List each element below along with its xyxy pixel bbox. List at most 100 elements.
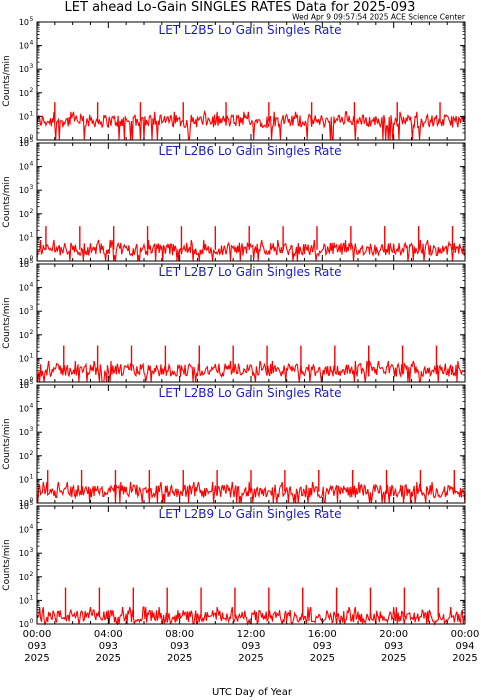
x-tick-year: 2025 — [452, 653, 477, 664]
x-tick-year: 2025 — [24, 653, 49, 664]
x-tick-doy: 093 — [313, 641, 332, 652]
x-tick-time: 12:00 — [237, 629, 266, 640]
panel-2-trace — [36, 239, 466, 262]
y-tick-label: 10 — [19, 210, 29, 219]
y-tick-exponent: 3 — [30, 305, 34, 312]
panel-2-ylabel: Counts/min — [2, 176, 12, 227]
panel-1-title: LET L2B5 Lo Gain Singles Rate — [159, 23, 342, 37]
y-tick-label: 10 — [19, 499, 29, 508]
panel-3-ylabel: Counts/min — [2, 297, 12, 348]
x-tick-time: 08:00 — [165, 629, 194, 640]
y-tick-label: 10 — [19, 42, 29, 51]
y-tick-exponent: 2 — [30, 329, 34, 336]
y-tick-exponent: 3 — [30, 547, 34, 554]
y-tick-label: 10 — [19, 89, 29, 98]
y-tick-exponent: 5 — [30, 16, 34, 23]
y-tick-label: 10 — [19, 331, 29, 340]
panel-1-trace — [36, 109, 466, 141]
y-tick-exponent: 5 — [30, 258, 34, 265]
y-tick-label: 10 — [19, 573, 29, 582]
y-tick-exponent: 0 — [30, 497, 34, 504]
y-tick-label: 10 — [19, 502, 29, 511]
panel-5-ylabel: Counts/min — [2, 539, 12, 590]
x-tick-time: 00:00 — [23, 629, 52, 640]
panel-3-title: LET L2B7 Lo Gain Singles Rate — [159, 265, 342, 279]
x-tick-time: 16:00 — [308, 629, 337, 640]
y-tick-label: 10 — [19, 405, 29, 414]
y-tick-label: 10 — [19, 284, 29, 293]
y-tick-label: 10 — [19, 452, 29, 461]
y-tick-label: 10 — [19, 378, 29, 387]
y-tick-exponent: 2 — [30, 571, 34, 578]
y-tick-label: 10 — [19, 257, 29, 266]
x-tick-time: 20:00 — [379, 629, 408, 640]
y-tick-label: 10 — [19, 18, 29, 27]
x-tick-doy: 094 — [455, 641, 474, 652]
panel-3-trace — [36, 360, 466, 383]
x-axis: 00:00093202504:00093202508:00093202512:0… — [23, 629, 480, 664]
y-tick-exponent: 1 — [30, 352, 34, 359]
y-tick-label: 10 — [19, 620, 29, 629]
y-tick-exponent: 5 — [30, 500, 34, 507]
panel-5-frame — [36, 505, 466, 625]
x-tick-time: 04:00 — [94, 629, 123, 640]
y-tick-exponent: 0 — [30, 134, 34, 141]
panel-5-title: LET L2B9 Lo Gain Singles Rate — [159, 507, 342, 521]
y-tick-label: 10 — [19, 354, 29, 363]
y-tick-label: 10 — [19, 549, 29, 558]
y-tick-label: 10 — [19, 112, 29, 121]
x-tick-year: 2025 — [381, 653, 406, 664]
y-tick-exponent: 2 — [30, 87, 34, 94]
y-tick-exponent: 4 — [30, 403, 34, 410]
y-tick-exponent: 5 — [30, 137, 34, 144]
panel-2-frame — [36, 142, 466, 262]
x-tick-year: 2025 — [238, 653, 263, 664]
y-tick-label: 10 — [19, 186, 29, 195]
y-tick-exponent: 0 — [30, 376, 34, 383]
x-tick-year: 2025 — [310, 653, 335, 664]
y-tick-label: 10 — [19, 65, 29, 74]
y-tick-label: 10 — [19, 233, 29, 242]
x-tick-doy: 093 — [170, 641, 189, 652]
generation-timestamp: Wed Apr 9 09:57:54 2025 ACE Science Cent… — [292, 13, 466, 22]
x-tick-doy: 093 — [241, 641, 260, 652]
figure-title: LET ahead Lo-Gain SINGLES RATES Data for… — [65, 0, 416, 15]
y-tick-label: 10 — [19, 596, 29, 605]
y-tick-exponent: 1 — [30, 110, 34, 117]
y-tick-exponent: 2 — [30, 450, 34, 457]
y-tick-label: 10 — [19, 428, 29, 437]
y-tick-exponent: 4 — [30, 282, 34, 289]
panel-3-frame — [36, 263, 466, 383]
y-tick-exponent: 1 — [30, 594, 34, 601]
panel-2-title: LET L2B6 Lo Gain Singles Rate — [159, 144, 342, 158]
x-axis-label: UTC Day of Year — [212, 687, 293, 698]
y-tick-exponent: 1 — [30, 231, 34, 238]
y-tick-label: 10 — [19, 307, 29, 316]
y-tick-label: 10 — [19, 139, 29, 148]
y-tick-exponent: 0 — [30, 618, 34, 625]
y-tick-exponent: 3 — [30, 184, 34, 191]
y-tick-exponent: 4 — [30, 524, 34, 531]
y-tick-label: 10 — [19, 475, 29, 484]
y-tick-exponent: 0 — [30, 255, 34, 262]
y-tick-label: 10 — [19, 136, 29, 145]
y-tick-exponent: 3 — [30, 426, 34, 433]
y-tick-exponent: 5 — [30, 379, 34, 386]
y-tick-label: 10 — [19, 163, 29, 172]
x-tick-doy: 093 — [27, 641, 46, 652]
y-tick-label: 10 — [19, 526, 29, 535]
panel-1-ylabel: Counts/min — [2, 55, 12, 106]
y-tick-exponent: 3 — [30, 63, 34, 70]
y-tick-exponent: 4 — [30, 40, 34, 47]
y-tick-exponent: 2 — [30, 208, 34, 215]
y-tick-exponent: 1 — [30, 473, 34, 480]
y-tick-label: 10 — [19, 381, 29, 390]
